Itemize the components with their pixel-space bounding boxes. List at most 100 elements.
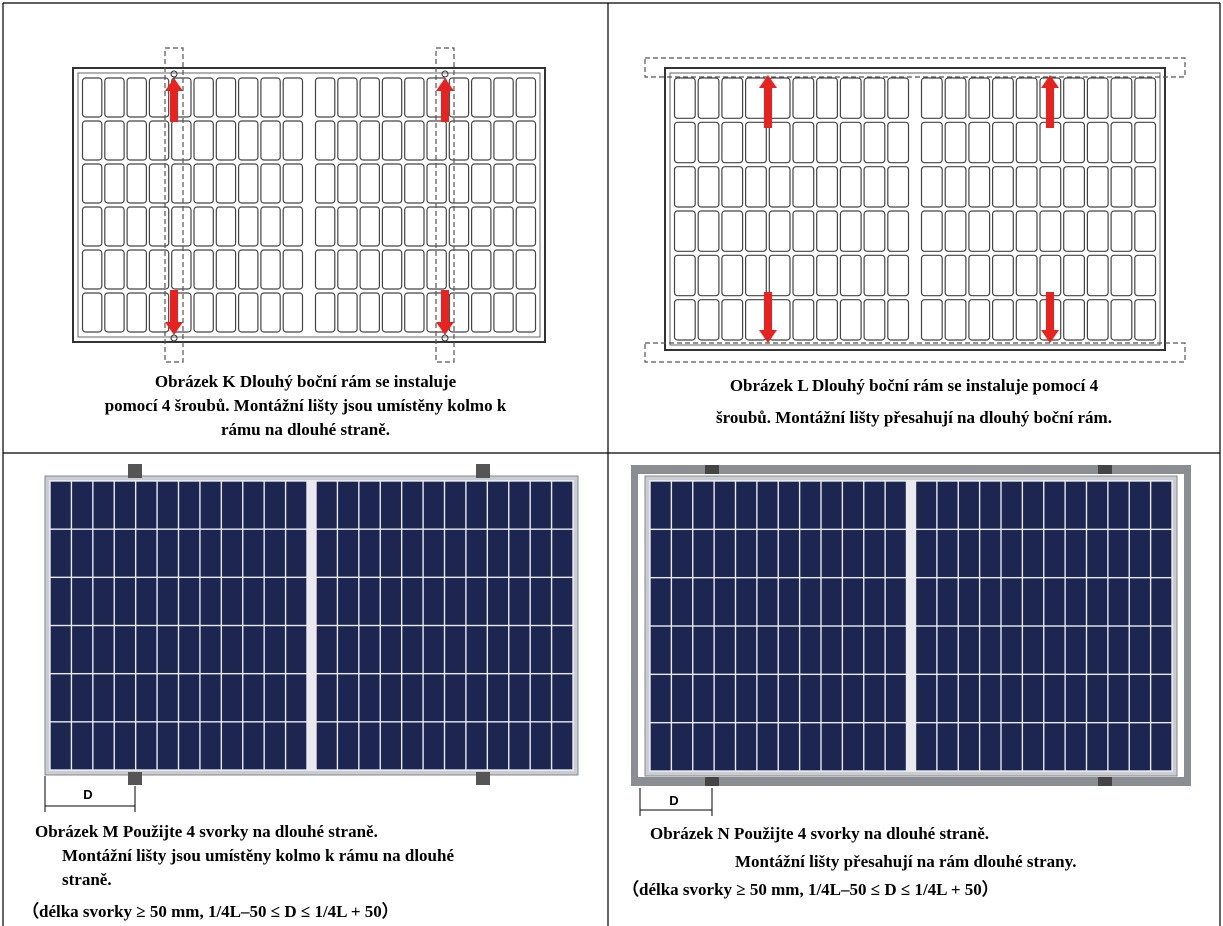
- cell: [471, 120, 492, 161]
- caption-m: Obrázek M Použijte 4 svorky na dlouhé st…: [22, 820, 454, 924]
- rail: [164, 47, 184, 363]
- cell: [800, 530, 821, 577]
- cell: [171, 120, 192, 161]
- cell: [1110, 121, 1133, 164]
- cell: [380, 578, 401, 625]
- cell: [423, 626, 444, 673]
- cell: [1110, 210, 1133, 252]
- cell: [286, 674, 307, 722]
- cell: [72, 578, 93, 625]
- bolt: [441, 70, 449, 78]
- cell: [863, 210, 886, 252]
- cell: [50, 626, 71, 673]
- cell: [148, 206, 170, 247]
- cell: [337, 206, 358, 247]
- cell: [916, 578, 937, 626]
- cell: [839, 299, 862, 341]
- cell: [673, 299, 696, 341]
- cell: [1039, 166, 1062, 208]
- cell: [488, 481, 509, 529]
- cell: [222, 529, 243, 577]
- cell: [552, 626, 573, 673]
- cell: [104, 120, 125, 161]
- cell: [445, 722, 466, 770]
- cell: [282, 292, 304, 333]
- cell: [359, 529, 380, 577]
- cell: [944, 210, 967, 252]
- cell: [744, 166, 767, 208]
- arrow-head: [436, 78, 454, 91]
- cell: [93, 481, 114, 529]
- cell: [171, 206, 192, 247]
- cell: [238, 120, 259, 161]
- cell: [314, 249, 336, 290]
- caption-n: Obrázek N Použijte 4 svorky na dlouhé st…: [622, 820, 1076, 904]
- cell: [736, 723, 757, 771]
- cell: [157, 626, 178, 673]
- cell: [404, 206, 425, 247]
- rail: [631, 777, 1191, 786]
- cell: [552, 722, 573, 770]
- cell: [714, 530, 735, 577]
- rail: [631, 465, 638, 786]
- cell: [126, 120, 147, 161]
- cell: [338, 626, 359, 673]
- cell: [937, 626, 958, 674]
- cell: [693, 626, 714, 674]
- cell: [714, 723, 735, 771]
- cell: [104, 206, 125, 247]
- cell: [445, 578, 466, 625]
- cell: [768, 254, 791, 297]
- cell: [471, 206, 492, 247]
- cell: [991, 299, 1014, 341]
- cell: [864, 675, 885, 722]
- cell: [381, 292, 403, 333]
- clamp: [1098, 465, 1112, 474]
- cell: [402, 529, 423, 577]
- cell: [404, 163, 425, 204]
- caption-line: rámu na dlouhé straně.: [220, 420, 391, 439]
- cell: [402, 722, 423, 770]
- cell: [1044, 675, 1065, 722]
- cell: [148, 120, 170, 161]
- cell: [72, 674, 93, 722]
- cell: [179, 674, 200, 722]
- cell: [650, 578, 671, 626]
- cell: [650, 626, 671, 674]
- cell: [264, 529, 285, 577]
- cell: [800, 578, 821, 626]
- cell: [222, 481, 243, 529]
- cell: [757, 723, 778, 771]
- cell: [1129, 578, 1150, 626]
- cell: [1063, 166, 1085, 208]
- cell: [423, 529, 444, 577]
- cell: [448, 163, 470, 204]
- cell: [171, 249, 192, 290]
- cell: [466, 481, 487, 529]
- cell: [50, 578, 71, 625]
- cell: [282, 249, 304, 290]
- cell: [338, 674, 359, 722]
- cell: [72, 626, 93, 673]
- cell: [402, 626, 423, 673]
- cell: [1065, 530, 1086, 577]
- cell: [493, 249, 514, 290]
- cell: [1108, 626, 1129, 674]
- cell: [264, 722, 285, 770]
- cell: [1023, 675, 1044, 722]
- cell: [81, 77, 103, 118]
- backsheet: [49, 480, 574, 771]
- cell: [1086, 166, 1109, 208]
- cell: [423, 722, 444, 770]
- cell: [1015, 254, 1038, 297]
- cell: [920, 121, 943, 164]
- cell: [260, 292, 281, 333]
- cell: [200, 481, 221, 529]
- cell: [493, 120, 514, 161]
- cell: [885, 530, 906, 577]
- cell: [215, 206, 237, 247]
- cell: [1151, 481, 1172, 529]
- arrow-shaft: [170, 90, 178, 122]
- cell: [920, 77, 943, 119]
